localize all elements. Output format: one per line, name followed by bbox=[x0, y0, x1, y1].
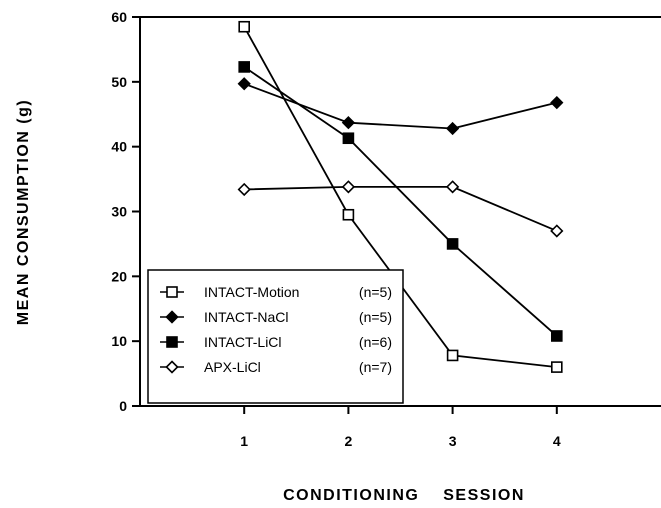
y-tick-label: 20 bbox=[111, 268, 127, 284]
data-point bbox=[341, 116, 356, 130]
data-point bbox=[550, 224, 564, 238]
data-point bbox=[341, 180, 356, 194]
series-line bbox=[243, 66, 558, 337]
legend-label: INTACT-NaCl bbox=[204, 309, 289, 325]
x-axis-title: CONDITIONING SESSION bbox=[283, 487, 525, 504]
legend-n: (n=5) bbox=[359, 284, 392, 300]
x-tick-label: 3 bbox=[449, 433, 457, 449]
y-tick-label: 40 bbox=[111, 139, 127, 155]
data-point bbox=[237, 77, 251, 91]
data-point bbox=[550, 361, 563, 373]
y-tick-label: 30 bbox=[111, 204, 127, 220]
data-point bbox=[550, 330, 563, 342]
y-tick-label: 10 bbox=[111, 333, 127, 349]
legend-n: (n=5) bbox=[359, 309, 392, 325]
legend-marker bbox=[166, 286, 178, 298]
series-line bbox=[244, 185, 558, 232]
series-intact-licl bbox=[238, 61, 563, 342]
series-line bbox=[243, 82, 558, 130]
y-tick-label: 60 bbox=[111, 9, 127, 25]
data-point bbox=[445, 180, 460, 194]
legend-label: INTACT-LiCl bbox=[204, 334, 282, 350]
y-axis-title: MEAN CONSUMPTION (g) bbox=[15, 99, 32, 325]
data-point bbox=[238, 20, 250, 33]
legend-label: APX-LiCl bbox=[204, 359, 261, 375]
legend-marker bbox=[165, 310, 179, 324]
data-point bbox=[446, 349, 459, 362]
legend-marker bbox=[166, 336, 178, 348]
y-tick-label: 0 bbox=[119, 398, 127, 414]
data-point bbox=[550, 95, 564, 110]
x-tick-label: 1 bbox=[240, 433, 248, 449]
data-point bbox=[237, 182, 251, 197]
legend-n: (n=7) bbox=[359, 359, 392, 375]
y-tick-label: 50 bbox=[111, 74, 127, 90]
series-apx-licl bbox=[237, 180, 564, 238]
legend: INTACT-Motion (n=5) INTACT-NaCl (n=5) INTACT… bbox=[147, 269, 404, 404]
legend-n: (n=6) bbox=[359, 334, 392, 350]
legend-label: INTACT-Motion bbox=[204, 284, 299, 300]
legend-box bbox=[147, 269, 404, 404]
legend-marker bbox=[165, 360, 179, 374]
data-point bbox=[342, 132, 355, 145]
x-tick-label: 4 bbox=[553, 433, 561, 449]
data-point bbox=[238, 61, 250, 73]
data-point bbox=[446, 238, 459, 250]
ticks: 0 10 20 30 40 50 60 1 2 3 4 bbox=[111, 9, 560, 449]
data-point bbox=[445, 121, 460, 136]
data-point bbox=[342, 208, 355, 221]
x-tick-label: 2 bbox=[345, 433, 353, 449]
